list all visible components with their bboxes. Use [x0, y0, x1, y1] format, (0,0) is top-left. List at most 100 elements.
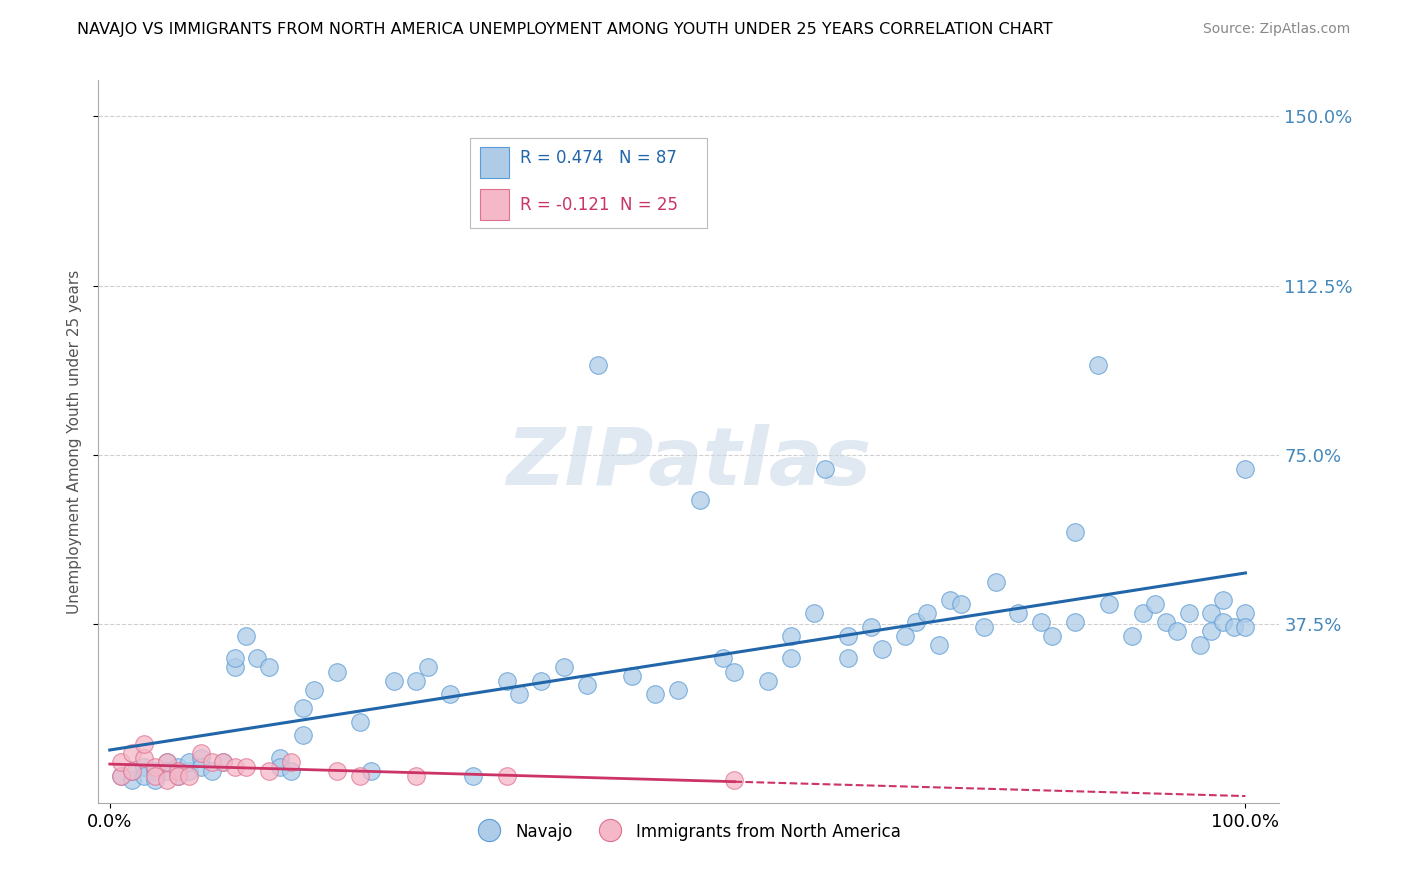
Point: [405, 673, 427, 688]
Point: [121, 764, 143, 779]
Point: [179, 764, 201, 779]
Point: [1234, 606, 1257, 620]
Bar: [479, 189, 509, 219]
Point: [349, 769, 371, 783]
Point: [950, 597, 973, 611]
Y-axis label: Unemployment Among Youth under 25 years: Unemployment Among Youth under 25 years: [67, 269, 83, 614]
Point: [155, 773, 177, 788]
Point: [1132, 606, 1154, 620]
Point: [1234, 461, 1257, 475]
Legend: Navajo, Immigrants from North America: Navajo, Immigrants from North America: [471, 815, 907, 848]
Point: [780, 651, 803, 665]
Point: [121, 773, 143, 788]
Point: [110, 769, 132, 783]
Point: [1064, 524, 1087, 539]
Point: [179, 755, 201, 769]
Point: [143, 773, 166, 788]
Point: [1098, 597, 1121, 611]
Point: [939, 592, 962, 607]
Point: [212, 755, 235, 769]
Point: [1201, 624, 1223, 639]
Point: [870, 642, 893, 657]
Point: [1223, 620, 1246, 634]
Point: [1121, 629, 1143, 643]
Point: [508, 687, 530, 701]
Point: [110, 755, 132, 769]
Point: [553, 660, 575, 674]
Point: [711, 651, 734, 665]
Text: R = -0.121  N = 25: R = -0.121 N = 25: [520, 195, 678, 213]
Point: [973, 620, 995, 634]
Point: [190, 746, 212, 760]
Point: [326, 665, 349, 679]
Point: [167, 769, 190, 783]
Bar: [479, 147, 509, 178]
FancyBboxPatch shape: [471, 138, 707, 228]
Point: [1143, 597, 1166, 611]
Point: [201, 755, 224, 769]
Point: [723, 665, 745, 679]
Point: [269, 750, 291, 764]
Point: [269, 760, 291, 774]
Point: [1064, 615, 1087, 630]
Point: [349, 714, 371, 729]
Point: [224, 660, 246, 674]
Point: [167, 764, 190, 779]
Point: [291, 728, 314, 742]
Point: [235, 629, 257, 643]
Point: [1029, 615, 1052, 630]
Text: NAVAJO VS IMMIGRANTS FROM NORTH AMERICA UNEMPLOYMENT AMONG YOUTH UNDER 25 YEARS : NAVAJO VS IMMIGRANTS FROM NORTH AMERICA …: [77, 22, 1053, 37]
Text: ZIPatlas: ZIPatlas: [506, 425, 872, 502]
Point: [837, 651, 859, 665]
Point: [326, 764, 349, 779]
Point: [132, 760, 155, 774]
Point: [1154, 615, 1177, 630]
Point: [575, 678, 598, 692]
Point: [621, 669, 644, 683]
Point: [984, 574, 1007, 589]
Point: [143, 769, 166, 783]
Point: [928, 638, 950, 652]
Point: [780, 629, 803, 643]
Point: [121, 764, 143, 779]
Text: R = 0.474   N = 87: R = 0.474 N = 87: [520, 149, 676, 168]
Point: [280, 764, 302, 779]
Point: [143, 764, 166, 779]
Point: [280, 755, 302, 769]
Point: [302, 682, 325, 697]
Point: [1166, 624, 1188, 639]
Point: [121, 746, 143, 760]
Point: [235, 760, 257, 774]
Point: [110, 769, 132, 783]
Point: [1177, 606, 1199, 620]
Point: [257, 764, 280, 779]
Point: [360, 764, 382, 779]
Point: [666, 682, 689, 697]
Point: [143, 760, 166, 774]
Point: [814, 461, 837, 475]
Point: [496, 769, 519, 783]
Point: [246, 651, 269, 665]
Point: [859, 620, 882, 634]
Point: [530, 673, 553, 688]
Point: [1212, 592, 1234, 607]
Point: [132, 769, 155, 783]
Point: [224, 760, 246, 774]
Point: [1234, 620, 1257, 634]
Point: [1040, 629, 1063, 643]
Point: [179, 769, 201, 783]
Point: [644, 687, 666, 701]
Point: [1188, 638, 1211, 652]
Point: [1087, 358, 1109, 372]
Point: [167, 760, 190, 774]
Point: [224, 651, 246, 665]
Point: [893, 629, 915, 643]
Point: [439, 687, 461, 701]
Point: [212, 755, 235, 769]
Point: [257, 660, 280, 674]
Point: [723, 773, 745, 788]
Point: [405, 769, 427, 783]
Point: [758, 673, 780, 688]
Point: [382, 673, 405, 688]
Point: [1201, 606, 1223, 620]
